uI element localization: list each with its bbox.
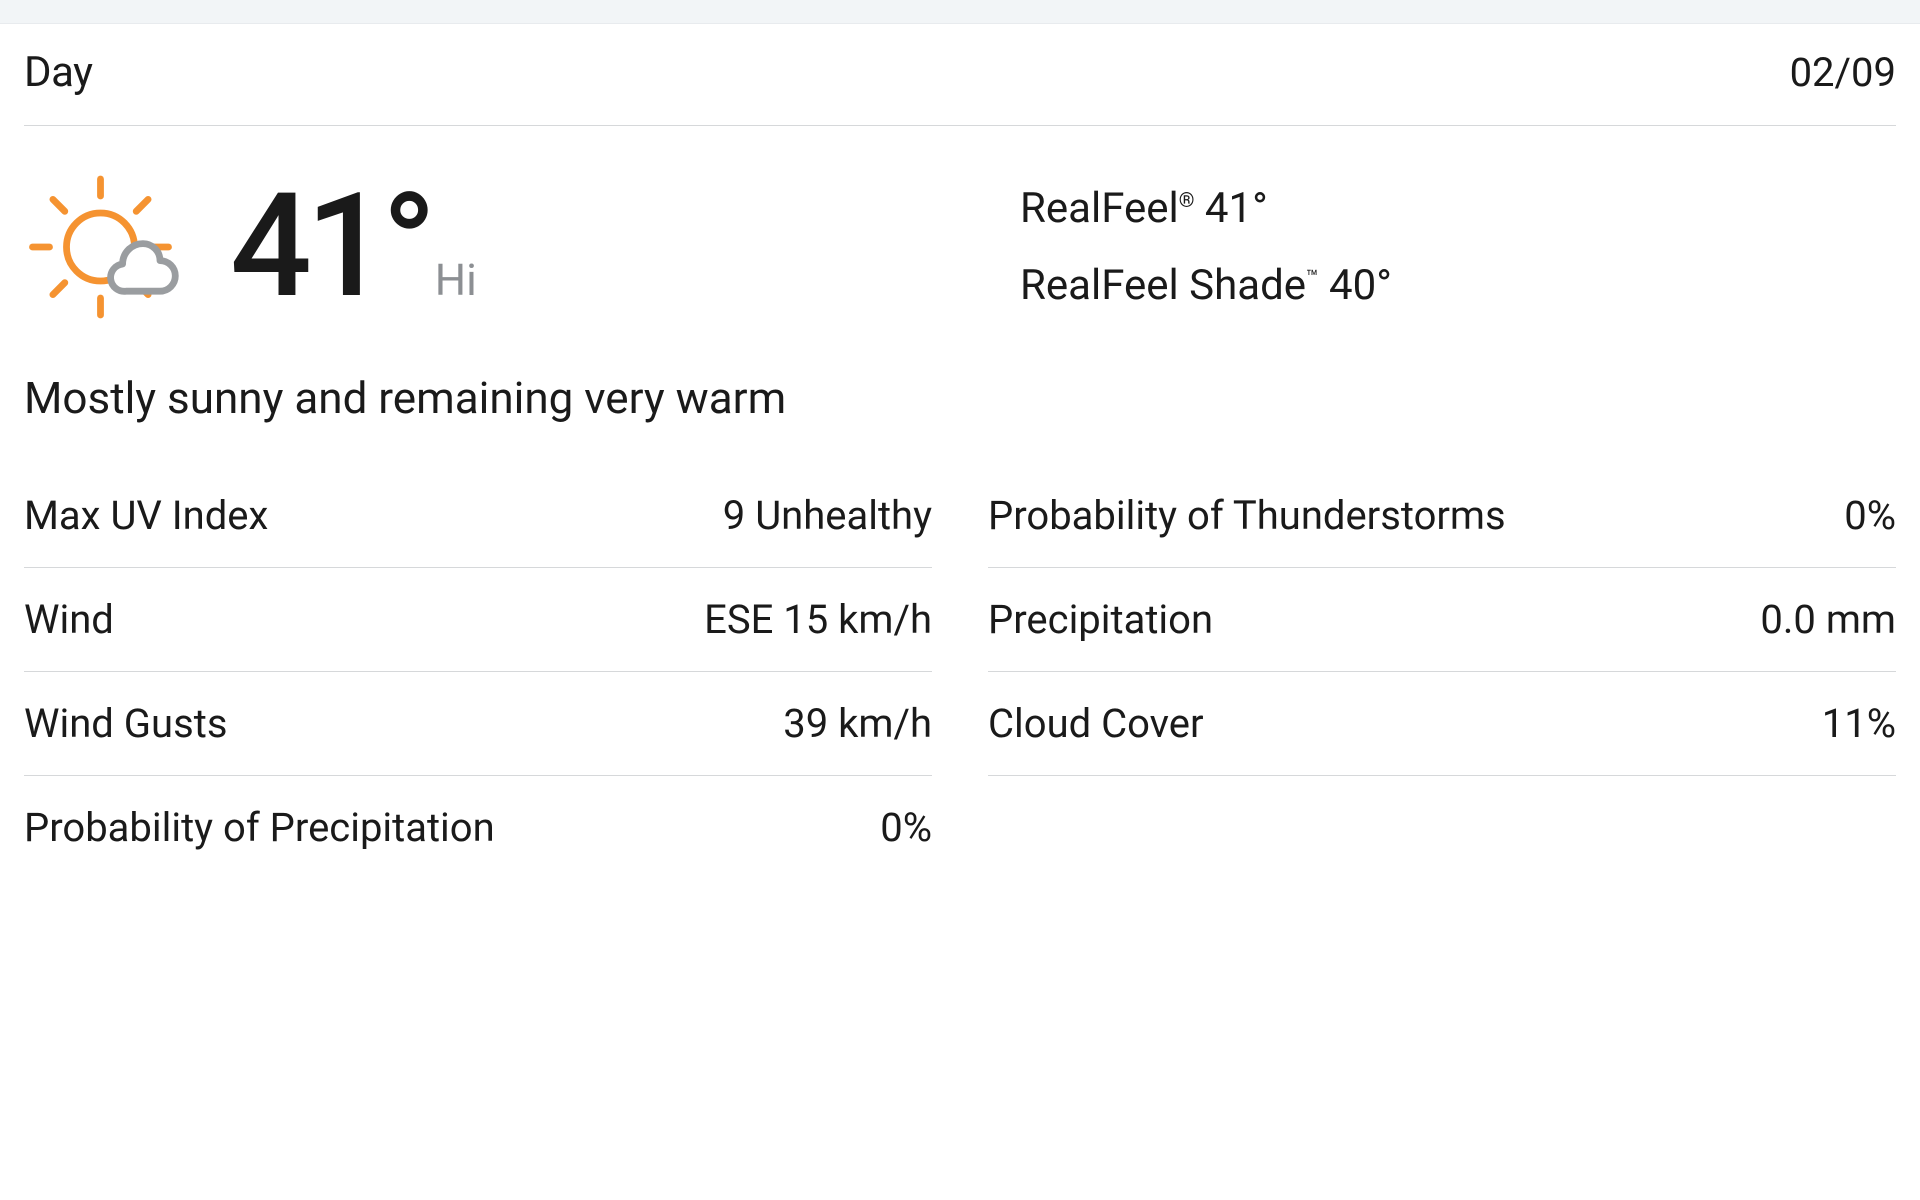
period-title: Day xyxy=(24,48,92,97)
mostly-sunny-icon xyxy=(24,162,194,332)
realfeel-block: RealFeel® 41° RealFeel Shade™ 40° xyxy=(1020,162,1896,332)
temperature-label: Hi xyxy=(435,254,477,306)
detail-label: Wind Gusts xyxy=(24,700,227,747)
detail-value: ESE 15 km/h xyxy=(704,596,932,643)
detail-row: Max UV Index 9 Unhealthy xyxy=(24,464,932,568)
detail-row: Wind ESE 15 km/h xyxy=(24,568,932,672)
details-column-right: Probability of Thunderstorms 0% Precipit… xyxy=(988,464,1896,879)
detail-value: 39 km/h xyxy=(783,700,932,747)
forecast-phrase: Mostly sunny and remaining very warm xyxy=(24,372,1896,464)
trademark-mark: ™ xyxy=(1306,265,1319,289)
temp-block: 41° Hi xyxy=(24,162,960,332)
details-column-left: Max UV Index 9 Unhealthy Wind ESE 15 km/… xyxy=(24,464,932,879)
summary-row: 41° Hi RealFeel® 41° RealFeel Shade™ 40° xyxy=(24,126,1896,372)
detail-value: 0% xyxy=(880,804,932,851)
realfeel-shade-value: 40° xyxy=(1329,261,1392,310)
detail-row: Probability of Thunderstorms 0% xyxy=(988,464,1896,568)
detail-row: Precipitation 0.0 mm xyxy=(988,568,1896,672)
detail-row: Probability of Precipitation 0% xyxy=(24,776,932,879)
detail-value: 9 Unhealthy xyxy=(723,492,932,539)
period-date: 02/09 xyxy=(1790,49,1896,96)
detail-label: Probability of Thunderstorms xyxy=(988,492,1506,539)
realfeel-value: 41° xyxy=(1205,184,1268,233)
detail-value: 0.0 mm xyxy=(1760,596,1896,643)
detail-value: 11% xyxy=(1822,700,1896,747)
realfeel-shade-line: RealFeel Shade™ 40° xyxy=(1020,261,1896,310)
realfeel-line: RealFeel® 41° xyxy=(1020,184,1896,233)
temperature-value: 41° xyxy=(230,175,431,319)
detail-row: Cloud Cover 11% xyxy=(988,672,1896,776)
top-divider-bar xyxy=(0,0,1920,24)
detail-label: Wind xyxy=(24,596,114,643)
temperature: 41° Hi xyxy=(230,175,477,319)
weather-day-card: Day 02/09 xyxy=(0,24,1920,879)
realfeel-label: RealFeel xyxy=(1020,184,1179,233)
detail-label: Precipitation xyxy=(988,596,1213,643)
detail-label: Max UV Index xyxy=(24,492,268,539)
detail-value: 0% xyxy=(1844,492,1896,539)
details-grid: Max UV Index 9 Unhealthy Wind ESE 15 km/… xyxy=(24,464,1896,879)
registered-mark: ® xyxy=(1179,188,1195,212)
card-header: Day 02/09 xyxy=(24,48,1896,126)
detail-label: Cloud Cover xyxy=(988,700,1204,747)
detail-row: Wind Gusts 39 km/h xyxy=(24,672,932,776)
realfeel-shade-label: RealFeel Shade xyxy=(1020,261,1306,310)
detail-label: Probability of Precipitation xyxy=(24,804,495,851)
